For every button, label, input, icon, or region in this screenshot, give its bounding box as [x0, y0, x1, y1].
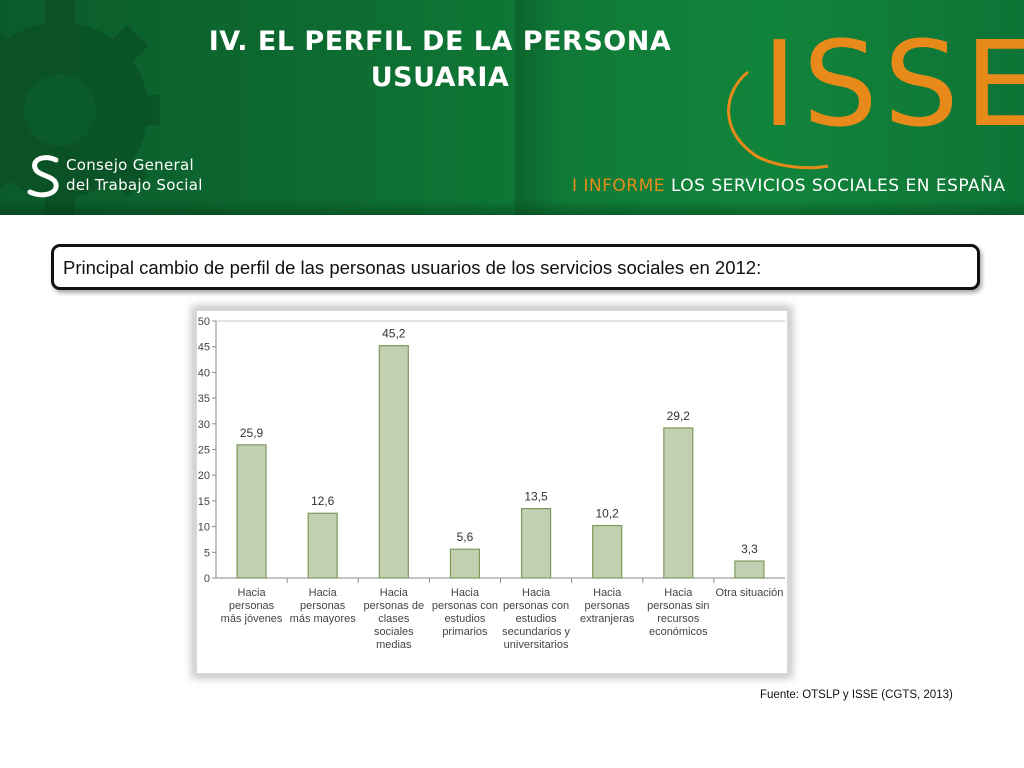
bar-value-label: 12,6: [311, 494, 335, 508]
x-category-label: Hacia personas de clases sociales medias: [364, 587, 425, 651]
x-category-label-line: económicos: [649, 626, 708, 638]
x-category-label-line: recursos: [657, 613, 700, 625]
x-category-label-line: Hacia: [380, 587, 409, 599]
bar: [520, 508, 552, 579]
caption-box: Principal cambio de perfil de las person…: [51, 244, 980, 290]
y-tick-label: 10: [198, 522, 210, 534]
y-tick-label: 15: [198, 496, 210, 508]
informe-tagline: I INFORME LOS SERVICIOS SOCIALES EN ESPA…: [572, 176, 1006, 196]
bar-value-label: 10,2: [596, 507, 620, 521]
x-category-label-line: más mayores: [290, 613, 357, 625]
y-tick-label: 50: [198, 316, 210, 328]
source-note: Fuente: OTSLP y ISSE (CGTS, 2013): [760, 689, 953, 701]
isse-swoosh-icon: [727, 70, 829, 170]
banner-divider-shadow: [515, 0, 565, 215]
x-category-label: Hacia personas sin recursos económicos: [647, 587, 709, 638]
cgts-logo-line1: Consejo General: [66, 156, 194, 174]
bar-value-label: 13,5: [524, 490, 548, 504]
informe-suffix: LOS SERVICIOS SOCIALES EN ESPAÑA: [670, 176, 1006, 196]
x-category-label-line: Hacia: [238, 587, 267, 599]
gear-icon: [0, 0, 160, 215]
cgts-logo: Consejo General del Trabajo Social: [26, 152, 266, 204]
x-category-label-line: extranjeras: [580, 613, 635, 625]
bar: [734, 560, 765, 579]
y-tick-label: 20: [198, 470, 210, 482]
bar-value-label: 3,3: [741, 542, 758, 556]
x-category-label-line: Hacia: [309, 587, 338, 599]
y-tick-label: 35: [198, 393, 210, 405]
y-tick-label: 45: [198, 342, 210, 354]
x-category-label-line: más jóvenes: [221, 613, 283, 625]
bar: [378, 345, 409, 579]
x-category-label-line: personas con: [503, 600, 569, 612]
x-category-label-line: clases: [378, 613, 410, 625]
bar: [592, 524, 623, 579]
bar-value-label: 25,9: [240, 426, 264, 440]
page-title-line2: USUARIA: [370, 62, 510, 93]
isse-logo-text: ISSE: [762, 15, 1024, 153]
page-title: IV. EL PERFIL DE LA PERSONA USUARIA: [170, 24, 710, 96]
bar-value-label: 45,2: [382, 327, 406, 341]
y-tick-label: 30: [198, 419, 210, 431]
informe-prefix: I INFORME: [572, 176, 666, 196]
x-category-label: Hacia personas con estudios secundarios y un…: [502, 587, 570, 651]
y-tick-label: 5: [204, 547, 210, 559]
x-category-label-line: Hacia: [522, 587, 551, 599]
y-tick-label: 25: [198, 445, 210, 457]
x-category-label-line: Hacia: [664, 587, 693, 599]
x-category-label: Hacia personas más jóvenes: [221, 587, 283, 625]
bar-value-label: 29,2: [667, 409, 691, 423]
x-category-label-line: Hacia: [451, 587, 480, 599]
x-category-label-line: personas: [300, 600, 346, 612]
bar: [449, 548, 481, 579]
x-category-label-line: personas: [585, 600, 631, 612]
x-category-label-line: primarios: [442, 626, 488, 638]
caption-text: Principal cambio de perfil de las person…: [63, 257, 762, 278]
bar: [236, 444, 267, 579]
x-category-label-line: personas con: [432, 600, 498, 612]
cgts-s-mark-icon: [27, 155, 59, 198]
x-category-label-line: estudios: [444, 613, 485, 625]
x-category-label-line: estudios: [516, 613, 557, 625]
x-category-label: Otra situación: [716, 587, 784, 599]
banner-bottom-stripe: [0, 200, 1024, 215]
x-category-label-line: universitarios: [504, 639, 569, 651]
chart-frame: 0 5 10 15 20 25 30 35 40 45 50 25,9 Hacia personas más…: [197, 311, 787, 673]
x-category-label: Hacia personas con estudios primarios: [432, 587, 498, 638]
x-category-label-line: personas sin: [647, 600, 709, 612]
header-banner: IV. EL PERFIL DE LA PERSONA USUARIA Cons…: [0, 0, 1024, 215]
bar: [307, 512, 338, 579]
x-category-label-line: Hacia: [593, 587, 622, 599]
x-category-label-line: secundarios y: [502, 626, 570, 638]
x-category-label-line: medias: [376, 639, 412, 651]
x-category-label: Hacia personas más mayores: [290, 587, 357, 625]
x-category-label-line: sociales: [374, 626, 414, 638]
x-category-label-line: Otra situación: [716, 587, 784, 599]
isse-logo: ISSE: [718, 15, 1024, 172]
x-category-label-line: personas: [229, 600, 275, 612]
x-category-label: Hacia personas extranjeras: [580, 587, 635, 625]
bar: [663, 427, 694, 579]
bar-value-label: 5,6: [457, 530, 474, 544]
y-tick-label: 0: [204, 573, 210, 585]
page-title-line1: IV. EL PERFIL DE LA PERSONA: [208, 26, 672, 57]
x-category-label-line: personas de: [364, 600, 425, 612]
cgts-logo-line2: del Trabajo Social: [66, 176, 203, 194]
y-tick-label: 40: [198, 367, 210, 379]
